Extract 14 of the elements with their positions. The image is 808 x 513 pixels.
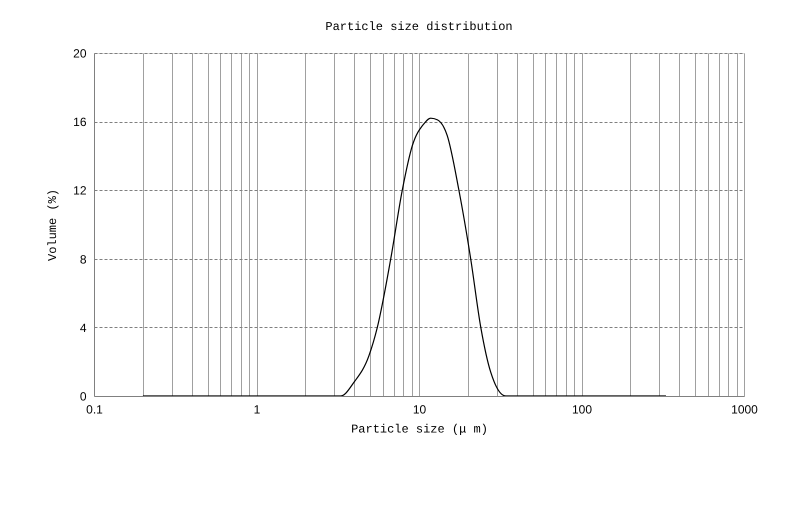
y-tick-label: 12 bbox=[73, 184, 87, 198]
y-tick-label: 16 bbox=[73, 115, 87, 130]
x-tick-label: 0.1 bbox=[86, 402, 104, 416]
y-tick-label: 20 bbox=[73, 46, 87, 60]
y-tick-label: 8 bbox=[80, 252, 87, 266]
y-tick-label: 4 bbox=[80, 320, 87, 335]
x-tick-label: 100 bbox=[572, 402, 592, 416]
chart-title: Particle size distribution bbox=[325, 20, 513, 34]
x-axis-title: Particle size (μ m) bbox=[351, 422, 488, 436]
x-tick-label: 1 bbox=[254, 402, 261, 416]
y-tick-label: 0 bbox=[80, 390, 87, 404]
y-axis-title: Volume (%) bbox=[46, 188, 60, 262]
x-tick-label: 10 bbox=[412, 402, 426, 416]
x-tick-label: 1000 bbox=[731, 402, 758, 416]
